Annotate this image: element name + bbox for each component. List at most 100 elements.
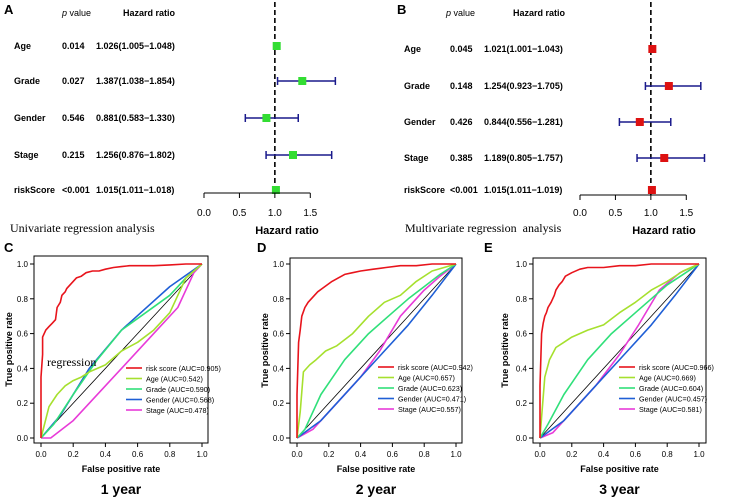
legend-entry: risk score (AUC=0.942)	[398, 363, 473, 372]
roc-curve-age	[539, 263, 700, 439]
plot-frame	[33, 255, 209, 444]
roc-curve-age	[40, 263, 203, 439]
row-label-stage: Stage	[14, 150, 39, 160]
x-tick-label: 0.4	[100, 450, 112, 459]
legend-entry: Stage (AUC=0.478)	[146, 406, 209, 415]
hr-marker	[271, 186, 280, 194]
x-tick-label: 0.0	[573, 208, 587, 219]
x-axis-title: False positive rate	[337, 464, 416, 474]
x-tick-label: 1.0	[644, 208, 658, 219]
roc-panel-c: C 0.0 0.2 0.4 0.6 0.8 1.0 0.0 0.2 0.4 0.6 0.8 1.0 Tru…	[4, 240, 221, 497]
row-hr-text: 1.256(0.876−1.802)	[96, 150, 175, 160]
y-axis-title: True positive rate	[500, 313, 510, 388]
roc-curve-grade	[539, 263, 700, 439]
row-label-age: Age	[14, 41, 31, 51]
header-p-value: p value	[61, 8, 91, 18]
legend-entry: Grade (AUC=0.623)	[398, 384, 462, 393]
x-tick-label: 0.4	[355, 450, 367, 459]
roc-curve-gender	[539, 263, 700, 439]
x-tick-label: 0.4	[598, 450, 610, 459]
panel-letter: B	[397, 2, 406, 17]
row-label-age: Age	[404, 44, 421, 54]
roc-panel-e: E 0.0 0.2 0.4 0.6 0.8 1.0 0.0 0.2 0.4 0.6 0.8 1.0 Tru…	[484, 240, 714, 497]
x-tick-label: 0.8	[662, 450, 674, 459]
row-hr-text: 1.021(1.001−1.043)	[484, 44, 563, 54]
x-tick-label: 1.5	[679, 208, 693, 219]
y-tick-label: 0.4	[516, 364, 528, 373]
panel-caption: Univariate regression analysis	[10, 221, 155, 235]
row-label-gender: Gender	[404, 117, 436, 127]
row-hr-text: 1.015(1.011−1.019)	[484, 185, 562, 195]
x-axis-title: False positive rate	[82, 464, 161, 474]
legend-entry: Age (AUC=0.542)	[146, 375, 203, 384]
x-tick-label: 1.0	[693, 450, 705, 459]
legend-entry: risk score (AUC=0.966)	[639, 363, 714, 372]
y-tick-label: 1.0	[273, 260, 285, 269]
y-tick-label: 0.4	[17, 364, 29, 373]
row-label-grade: Grade	[14, 76, 40, 86]
panel-title: 3 year	[599, 481, 640, 497]
header-p-value: p value	[445, 8, 475, 18]
row-p-value: 0.546	[62, 113, 85, 123]
x-tick-label: 0.6	[387, 450, 399, 459]
plot-frame	[532, 257, 707, 444]
roc-curve-stage	[41, 263, 203, 439]
x-tick-label: 0.0	[534, 450, 546, 459]
row-hr-text: 0.844(0.556−1.281)	[484, 117, 563, 127]
row-label-grade: Grade	[404, 81, 430, 91]
roc-curve-age	[296, 263, 457, 439]
roc-curve-grade	[296, 263, 457, 439]
legend-entry: Gender (AUC=0.471)	[398, 395, 466, 404]
y-tick-label: 1.0	[17, 260, 29, 269]
y-tick-label: 0.8	[273, 295, 285, 304]
row-label-riskscore: riskScore	[404, 185, 445, 195]
row-p-value: 0.385	[450, 153, 473, 163]
header-p-rest: value	[67, 8, 91, 18]
row-label-stage: Stage	[404, 153, 429, 163]
row-label-riskscore: riskScore	[14, 185, 55, 195]
x-axis-title: Hazard ratio	[255, 225, 319, 237]
y-axis-title: True positive rate	[4, 312, 14, 387]
row-p-value: 0.027	[62, 76, 85, 86]
row-label-gender: Gender	[14, 113, 46, 123]
x-tick-label: 1.0	[196, 450, 208, 459]
roc-curve-risk	[296, 263, 456, 438]
hr-marker	[272, 42, 281, 50]
legend-entry: risk score (AUC=0.905)	[146, 364, 221, 373]
hr-marker	[635, 118, 644, 126]
y-tick-label: 1.0	[516, 260, 528, 269]
row-p-value: 0.148	[450, 81, 473, 91]
panel-letter: E	[484, 240, 493, 255]
hr-marker	[262, 114, 271, 122]
y-tick-label: 0.0	[273, 434, 285, 443]
y-tick-label: 0.6	[273, 330, 285, 339]
row-hr-text: 1.387(1.038−1.854)	[96, 76, 175, 86]
x-tick-label: 0.0	[291, 450, 303, 459]
hr-marker	[647, 186, 656, 194]
x-tick-label: 0.2	[566, 450, 578, 459]
hr-marker	[664, 82, 673, 90]
row-hr-text: 1.026(1.005−1.048)	[96, 41, 175, 51]
x-tick-label: 0.6	[630, 450, 642, 459]
legend-entry: Stage (AUC=0.581)	[639, 405, 702, 414]
header-hazard-ratio: Hazard ratio	[513, 8, 566, 18]
x-tick-label: 0.2	[323, 450, 335, 459]
legend-entry: Stage (AUC=0.557)	[398, 405, 461, 414]
y-tick-label: 0.2	[17, 399, 29, 408]
x-tick-label: 0.5	[232, 208, 246, 219]
panel-letter: C	[4, 240, 14, 255]
x-axis-title: False positive rate	[580, 464, 659, 474]
row-p-value: 0.014	[62, 41, 85, 51]
y-tick-label: 0.6	[17, 330, 29, 339]
hr-marker	[288, 151, 297, 159]
annotation-text: regression	[47, 355, 96, 369]
panel-title: 1 year	[101, 481, 142, 497]
hr-marker	[648, 45, 657, 53]
y-tick-label: 0.2	[273, 399, 285, 408]
x-axis-title: Hazard ratio	[632, 225, 696, 237]
x-tick-label: 0.0	[35, 450, 47, 459]
panel-letter: D	[257, 240, 266, 255]
row-hr-text: 1.015(1.011−1.018)	[96, 185, 174, 195]
